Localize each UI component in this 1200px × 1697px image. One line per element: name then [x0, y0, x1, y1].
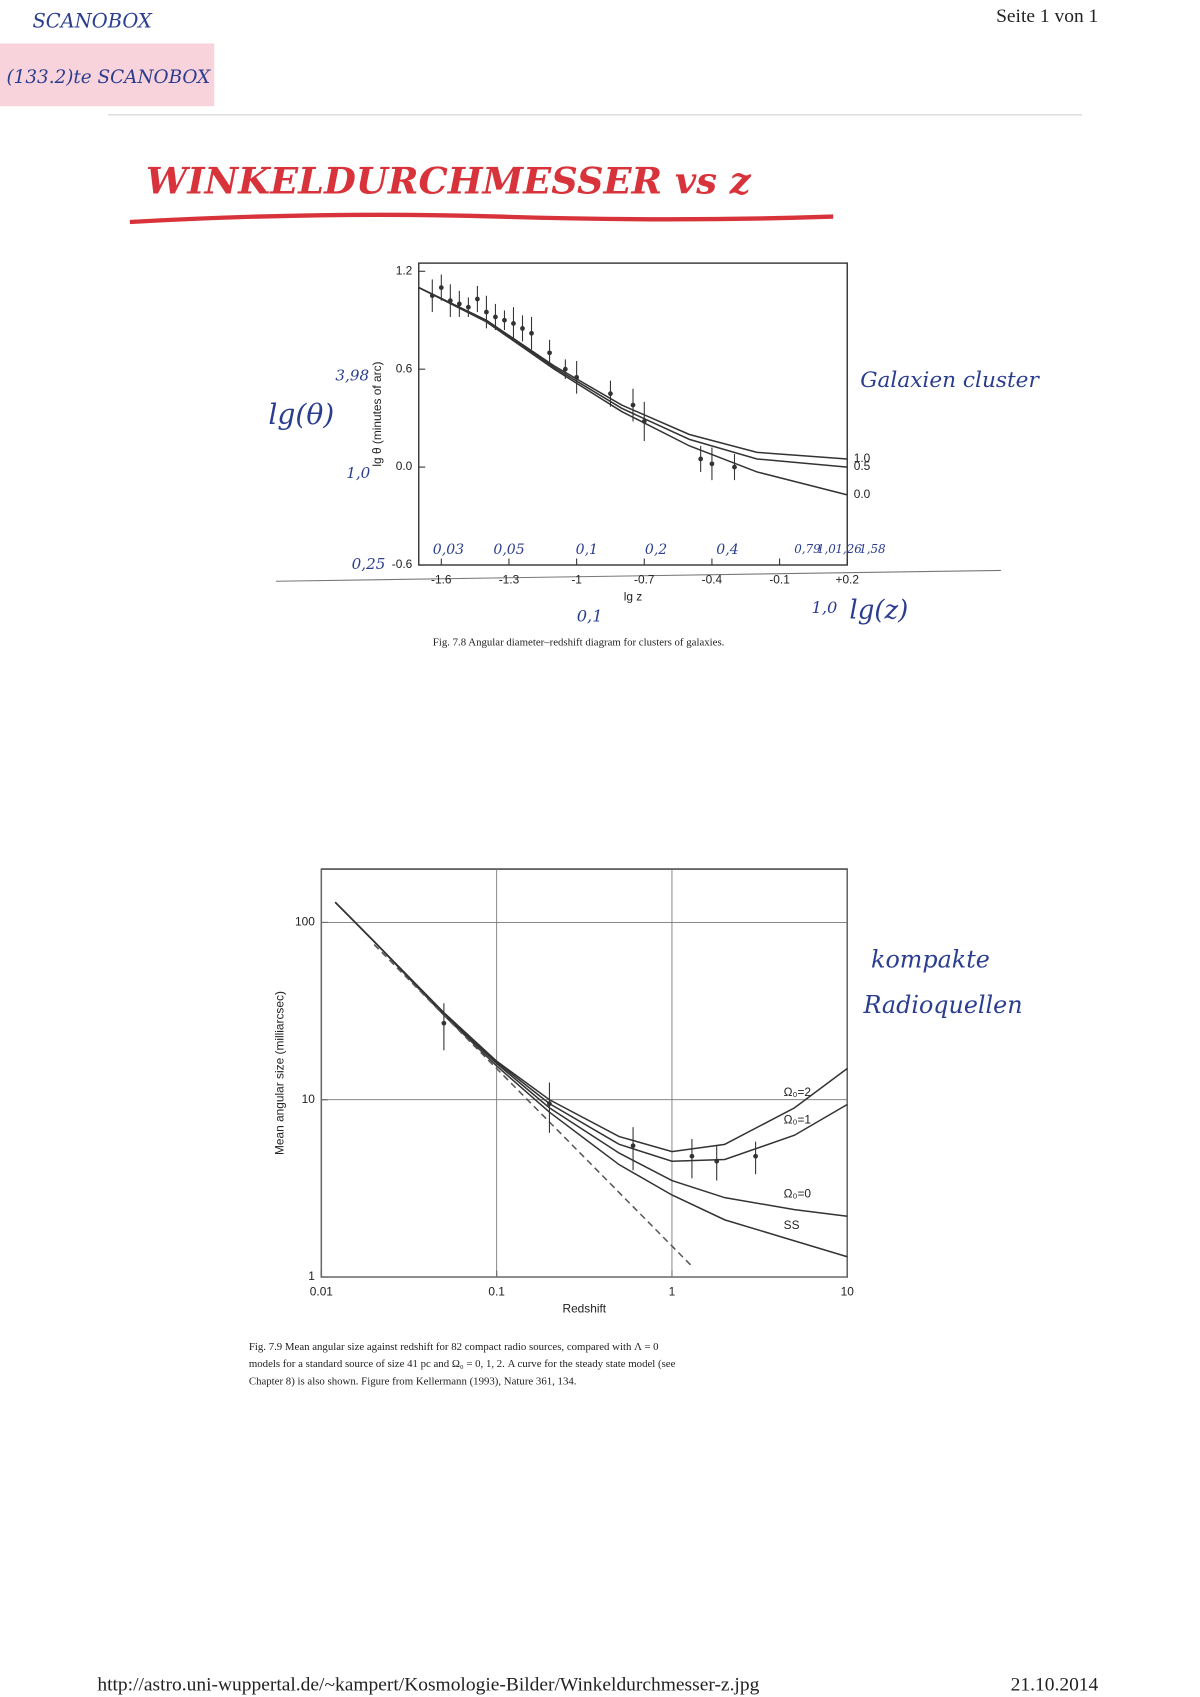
fig1-note: Galaxien cluster — [860, 368, 1040, 393]
fig1-y-value: 0,25 — [352, 555, 386, 573]
footer-date: 21.10.2014 — [1011, 1674, 1099, 1695]
fig1-x-value: 0,4 — [716, 542, 738, 558]
data-point — [630, 1143, 636, 1149]
data-point — [484, 309, 489, 315]
data-point — [732, 464, 737, 470]
data-point — [429, 293, 435, 299]
data-point — [456, 301, 462, 307]
fig1-x-value: 0,1 — [576, 542, 598, 558]
data-point — [698, 456, 704, 462]
caption: Chapter 8) is also shown. Figure from Ke… — [249, 1375, 577, 1387]
curve — [418, 286, 848, 468]
data-point — [574, 374, 580, 380]
sticker-text: (133.2)te SCANOBOX — [6, 67, 211, 88]
curve-label: Ω₀=0 — [784, 1187, 812, 1201]
y-axis-label: lg θ (minutes of arc) — [370, 361, 384, 466]
curve-label: 0.0 — [854, 487, 871, 501]
fig1-x-value: 1,26 — [835, 542, 862, 556]
curve — [373, 944, 693, 1267]
fig1-x-value: 0,05 — [493, 542, 524, 558]
y-tick-label: 0.6 — [396, 361, 413, 375]
curve — [334, 901, 848, 1258]
data-point — [447, 298, 453, 304]
data-point — [689, 1153, 695, 1159]
fig1-x-value: 0,2 — [645, 542, 667, 558]
curve — [334, 901, 848, 1218]
x-tick-label: -1 — [571, 572, 582, 586]
y-tick-label: -0.6 — [392, 557, 413, 571]
footer-url: http://astro.uni-wuppertal.de/~kampert/K… — [97, 1674, 759, 1695]
x-axis-label: Redshift — [562, 1302, 606, 1316]
curve-label: Ω₀=1 — [784, 1112, 812, 1126]
curve-label: Ω₀=2 — [784, 1085, 812, 1099]
data-point — [529, 330, 534, 336]
scan-mark: SCANOBOX — [32, 9, 153, 32]
curve-label: 1.0 — [854, 451, 871, 465]
data-point — [562, 366, 568, 372]
data-point — [753, 1153, 758, 1159]
y-tick-label: 1.2 — [396, 263, 413, 277]
sticker — [0, 43, 215, 107]
y-axis-label: Mean angular size (milliarcsec) — [272, 991, 286, 1155]
caption: models for a standard source of size 41 … — [249, 1358, 676, 1370]
x-tick-label: 0.01 — [310, 1284, 334, 1298]
x-tick-label: 10 — [841, 1284, 855, 1298]
data-point — [441, 1020, 447, 1026]
curve — [334, 901, 848, 1153]
fig1-y-value: 3,98 — [335, 367, 369, 385]
data-point — [630, 402, 636, 408]
caption: Fig. 7.9 Mean angular size against redsh… — [249, 1341, 659, 1353]
curve-label: 0.5 — [854, 459, 871, 473]
data-point — [475, 296, 480, 302]
x-tick-label: -0.7 — [634, 572, 655, 586]
y-tick-label: 100 — [295, 915, 315, 929]
title: WINKELDURCHMESSER vs z — [146, 159, 752, 203]
data-point — [465, 304, 471, 310]
fig2-note: Radioquellen — [862, 991, 1022, 1019]
data-point — [608, 391, 613, 397]
fig1-x-value: 1,58 — [859, 542, 886, 556]
data-point — [493, 314, 498, 320]
x-tick-label: 0.1 — [488, 1284, 505, 1298]
data-point — [547, 1101, 552, 1107]
x-tick-label: -1.6 — [431, 572, 452, 586]
fig1-x-below: 1,0 — [812, 598, 838, 617]
plot-frame — [418, 262, 848, 566]
x-tick-label: -0.1 — [769, 572, 790, 586]
fig1-y-value: 1,0 — [346, 464, 370, 482]
page-number: Seite 1 von 1 — [996, 6, 1098, 27]
pencil-line — [275, 569, 1001, 582]
y-tick-label: 1 — [308, 1269, 315, 1283]
curve — [418, 286, 848, 460]
fig1-ylabel: lg(θ) — [268, 398, 334, 431]
fig1-x-value: 0,03 — [433, 542, 464, 558]
plot-frame — [320, 868, 848, 1278]
y-tick-label: 0.0 — [396, 459, 413, 473]
fig1-x-value: 0,79 — [794, 542, 821, 556]
x-tick-label: +0.2 — [836, 572, 860, 586]
x-tick-label: -1.3 — [499, 572, 520, 586]
x-tick-label: 1 — [669, 1284, 676, 1298]
curve-label: SS — [784, 1218, 800, 1232]
fig1-x-below: 0,1 — [577, 606, 603, 625]
data-point — [641, 419, 647, 424]
fig1-x-value: 1,0 — [817, 542, 836, 556]
data-point — [547, 350, 552, 356]
x-tick-label: -0.4 — [702, 572, 723, 586]
y-tick-label: 10 — [302, 1092, 316, 1106]
fig2-note: kompakte — [871, 946, 990, 974]
data-point — [520, 326, 525, 331]
data-point — [714, 1158, 720, 1164]
data-point — [511, 321, 516, 326]
data-point — [438, 285, 444, 290]
caption: Fig. 7.8 Angular diameter–redshift diagr… — [433, 636, 725, 648]
x-axis-label: lg z — [624, 590, 643, 604]
data-point — [709, 461, 715, 467]
title-underline — [129, 212, 834, 225]
fig1-xlabel-hand: lg(z) — [849, 596, 908, 626]
data-point — [502, 317, 507, 323]
